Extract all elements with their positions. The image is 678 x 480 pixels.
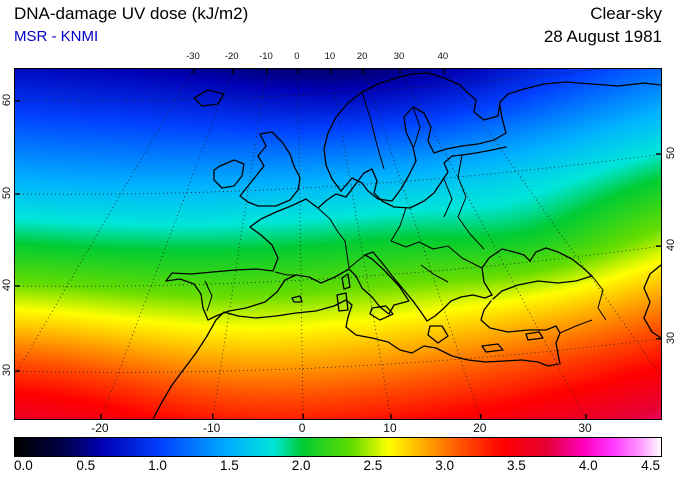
graticule-line bbox=[15, 338, 661, 373]
graticule-line bbox=[15, 245, 661, 287]
sky-condition-label: Clear-sky bbox=[590, 4, 662, 23]
data-source-label: MSR - KNMI bbox=[14, 28, 99, 45]
colorbar-tick-label: 1.5 bbox=[219, 458, 239, 473]
graticule-line bbox=[15, 153, 661, 195]
longitude-tick-label: -20 bbox=[91, 421, 109, 435]
longitude-tick-label: 10 bbox=[383, 421, 397, 435]
latitude-tick-label: 50 bbox=[665, 146, 677, 160]
colorbar-gradient-canvas bbox=[15, 438, 661, 456]
axis-tick-marks bbox=[15, 69, 661, 419]
graticule-line bbox=[443, 69, 661, 377]
longitude-tick-label: 10 bbox=[324, 51, 336, 62]
latitude-tick-label: 30 bbox=[1, 363, 13, 377]
colorbar-tick-label: 2.5 bbox=[363, 458, 383, 473]
coast-scandinavia-north bbox=[323, 72, 661, 192]
border-segment bbox=[348, 254, 366, 269]
border-segment bbox=[447, 245, 483, 269]
longitude-tick-label: -10 bbox=[203, 421, 221, 435]
coast-mediterranean-north bbox=[228, 251, 493, 322]
right-latitude-axis: 50 40 30 bbox=[664, 68, 678, 418]
map-overlay bbox=[15, 69, 661, 419]
graticule-line bbox=[330, 69, 392, 419]
map-panel bbox=[14, 68, 662, 420]
coast-mallorca bbox=[291, 295, 303, 303]
coast-great-britain bbox=[239, 131, 301, 207]
colorbar-tick-label: 0.0 bbox=[14, 458, 33, 473]
bottom-longitude-axis: -20 -10 0 10 20 30 bbox=[14, 421, 660, 435]
country-borders-layer bbox=[204, 91, 607, 334]
longitude-tick-label: 20 bbox=[356, 51, 368, 62]
border-segment bbox=[420, 264, 449, 283]
latitude-tick-label: 60 bbox=[1, 93, 13, 106]
colorbar-tick-label: 0.5 bbox=[76, 458, 96, 473]
longitude-tick-label: -10 bbox=[259, 51, 273, 62]
coast-sicily bbox=[369, 305, 394, 321]
date-label: 28 August 1981 bbox=[543, 27, 662, 46]
latitude-tick-label: 30 bbox=[665, 331, 677, 344]
coast-sardinia bbox=[336, 292, 349, 312]
border-segment bbox=[457, 154, 485, 250]
longitude-tick-label: 0 bbox=[298, 421, 306, 435]
border-segment bbox=[591, 275, 607, 321]
graticule-line bbox=[212, 69, 268, 419]
colorbar-tick-label: 3.5 bbox=[507, 458, 526, 473]
graticule-line bbox=[100, 69, 234, 419]
border-segment bbox=[390, 240, 449, 250]
border-segment bbox=[390, 207, 407, 242]
longitude-tick-label: -20 bbox=[224, 51, 239, 62]
colorbar-tick-label: 4.0 bbox=[578, 458, 598, 473]
longitude-tick-label: -30 bbox=[186, 51, 200, 62]
page-title: DNA-damage UV dose (kJ/m2) bbox=[14, 4, 249, 23]
colorbar-tick-label: 2.0 bbox=[291, 458, 311, 473]
coast-iceland-fragment bbox=[193, 89, 225, 107]
coast-turkey-levant bbox=[480, 300, 561, 365]
graticule-line bbox=[15, 69, 195, 376]
border-segment bbox=[412, 106, 421, 148]
coast-cyprus bbox=[525, 331, 544, 341]
latitude-tick-label: 40 bbox=[665, 238, 677, 252]
colorbar-tick-label: 3.0 bbox=[435, 458, 455, 473]
coast-peloponnese bbox=[427, 325, 449, 344]
graticule-line bbox=[15, 69, 602, 102]
graticule-line bbox=[297, 69, 304, 419]
latitude-tick-label: 50 bbox=[1, 186, 13, 200]
longitude-tick-label: 30 bbox=[393, 51, 405, 62]
latitude-tick-label: 40 bbox=[1, 278, 13, 292]
border-segment bbox=[361, 91, 385, 170]
graticule-grid bbox=[15, 69, 661, 419]
coastlines-layer bbox=[152, 72, 661, 419]
colorbar bbox=[14, 437, 662, 457]
longitude-tick-label: 20 bbox=[473, 421, 487, 435]
top-longitude-axis: -30 -20 -10 0 10 20 30 40 bbox=[14, 51, 660, 65]
coast-caspian bbox=[643, 264, 661, 339]
border-segment bbox=[204, 280, 213, 312]
coast-ireland bbox=[213, 159, 245, 189]
border-segment bbox=[317, 207, 350, 269]
longitude-tick-label: 0 bbox=[294, 51, 300, 62]
colorbar-scale-labels: 0.0 0.5 1.0 1.5 2.0 2.5 3.0 3.5 4.0 4.5 bbox=[14, 458, 660, 474]
coast-baltic-bothnia-finland bbox=[340, 105, 507, 202]
colorbar-tick-label: 1.0 bbox=[148, 458, 167, 473]
border-segment bbox=[274, 271, 296, 276]
coast-corsica bbox=[341, 273, 351, 290]
coast-crete bbox=[481, 343, 504, 353]
colorbar-tick-label: 4.5 bbox=[641, 458, 660, 473]
longitude-tick-label: 40 bbox=[437, 51, 449, 62]
uv-dose-field-canvas bbox=[15, 69, 661, 419]
coast-iberia-atlantic-northsea-baltic bbox=[165, 146, 507, 321]
coast-africa bbox=[152, 299, 559, 419]
border-segment bbox=[443, 178, 453, 218]
left-latitude-axis: 60 50 40 30 bbox=[0, 68, 14, 418]
border-segment bbox=[559, 319, 593, 334]
coast-black-sea bbox=[481, 247, 593, 300]
longitude-tick-label: 30 bbox=[578, 421, 592, 435]
